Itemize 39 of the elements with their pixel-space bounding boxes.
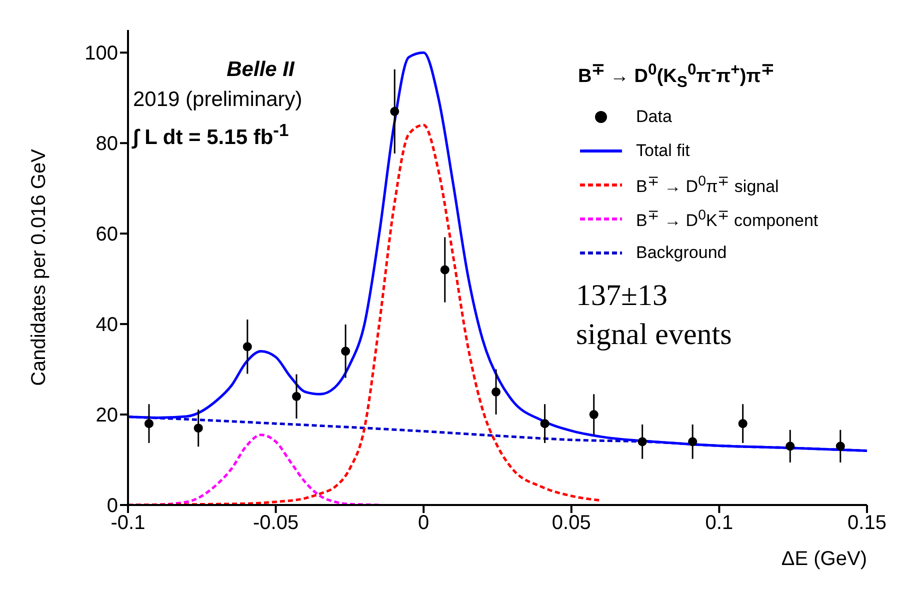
point [144,419,154,428]
x-tick-label: -0.05 [253,512,299,534]
legend-label: B$^{∓}$ → D$^{0}$K$^{∓}$ component [636,208,818,230]
point [589,410,598,420]
y-tick-label: 20 [96,404,118,427]
point [836,442,845,451]
x-axis-title: ΔE (GeV) [781,548,867,570]
annotation: Belle II [226,58,294,81]
text: B$^{∓}$ → D$^{0}$(K$_{S}$$^{0}$π$^{-}$π$^{+}$)π$^{∓}$ [578,62,774,92]
point [440,265,450,274]
y-tick-label: 40 [96,314,118,336]
legend-label: Data [636,107,672,126]
point [540,419,550,428]
point [688,437,698,446]
point [738,419,748,428]
legend-label: Background [636,243,727,262]
point [786,442,795,451]
x-tick-label: 0.15 [848,512,886,534]
y-tick-label: 100 [84,42,118,65]
x-tick-label: 0 [418,512,430,534]
legend-label: B$^{∓}$ → D$^{0}$π$^{∓}$ signal [636,174,779,196]
line-series [128,51,867,452]
point [292,392,302,401]
point [194,424,203,433]
annotation: 2019 (preliminary) [133,88,302,111]
annotation: 137±13 [576,279,668,312]
y-axis-title: Candidates per 0.016 GeV [28,148,50,386]
point [242,342,252,352]
x-tick-label: 0.1 [705,512,734,534]
point [390,106,400,116]
point [492,387,501,396]
point [638,437,647,446]
annotation: signal events [576,318,732,351]
legend-label: Total fit [636,141,690,160]
point [341,346,350,356]
x-tick-label: 0.05 [552,512,591,534]
y-tick-label: 60 [96,224,118,246]
y-tick-label: 80 [96,133,118,156]
annotation: ∫ L dt = 5.15 fb$^{-1}$ [133,120,289,149]
